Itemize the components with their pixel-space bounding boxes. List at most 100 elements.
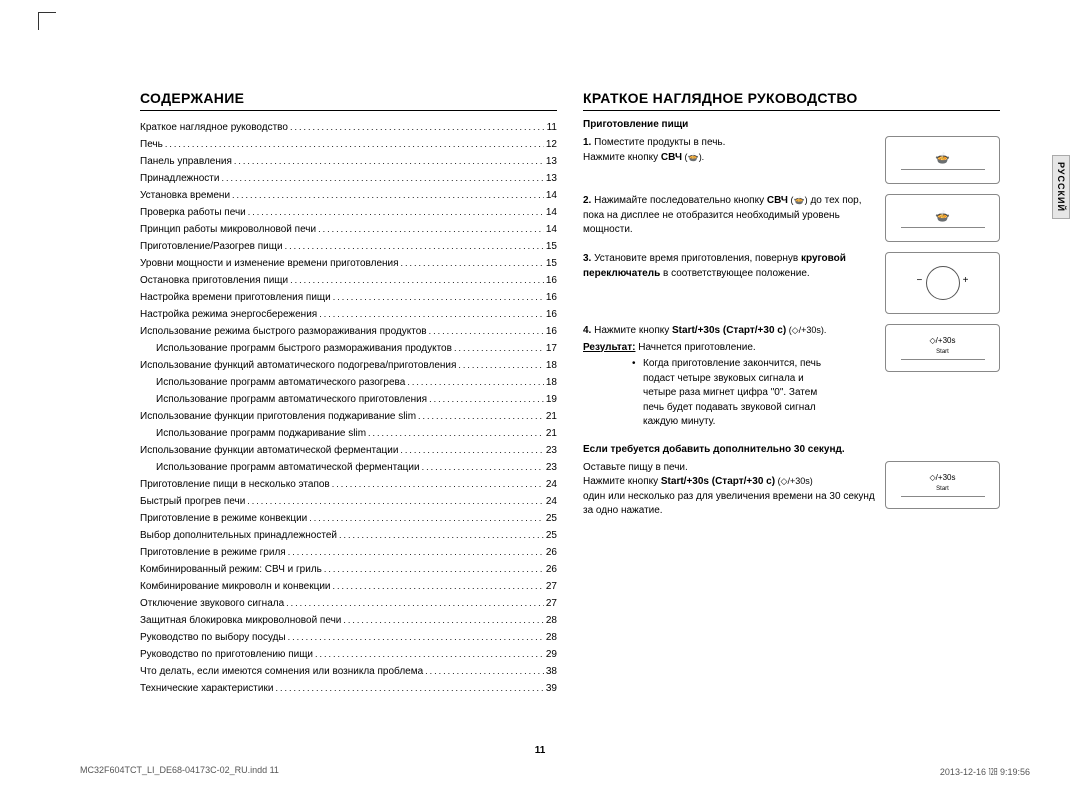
button-illustration: ◇/+30s Start [885, 461, 1000, 509]
toc-label: Проверка работы печи [140, 204, 246, 221]
toc-item: Проверка работы печи14 [140, 204, 557, 221]
toc-label: Отключение звукового сигнала [140, 595, 284, 612]
toc-label: Краткое наглядное руководство [140, 119, 288, 136]
toc-dots [288, 544, 544, 561]
toc-label: Панель управления [140, 153, 232, 170]
toc-item: Отключение звукового сигнала 27 [140, 595, 557, 612]
microwave-icon: 🍲 [935, 209, 950, 223]
toc-label: Приготовление в режиме гриля [140, 544, 286, 561]
footer-file: MC32F604TCT_LI_DE68-04173C-02_RU.indd 11 [80, 765, 279, 778]
start-label: Start [936, 349, 949, 355]
toc-page: 27 [546, 578, 557, 595]
microwave-icon: (🍲) [788, 195, 808, 205]
toc-label: Использование программ автоматического п… [156, 391, 427, 408]
toc-item: Использование программ автоматического п… [140, 391, 557, 408]
toc-item: Печь12 [140, 136, 557, 153]
toc-page: 28 [546, 612, 557, 629]
toc-dots [232, 187, 544, 204]
add30-block: Оставьте пищу в печи. Нажмите кнопку Sta… [583, 461, 1000, 519]
start-icon: ◇/+30s [930, 336, 956, 345]
toc-page: 39 [546, 680, 557, 697]
toc-dots [324, 561, 544, 578]
step-text-bold: Start/+30s (Старт/+30 с) [661, 476, 775, 487]
step-text: один или несколько раз для увеличения вр… [583, 491, 875, 517]
toc-label: Что делать, если имеются сомнения или во… [140, 663, 423, 680]
toc-page: 23 [546, 442, 557, 459]
toc-item: Остановка приготовления пищи 16 [140, 272, 557, 289]
toc-dots [165, 136, 544, 153]
guide-heading: КРАТКОЕ НАГЛЯДНОЕ РУКОВОДСТВО [583, 90, 1000, 111]
toc-column: СОДЕРЖАНИЕ Краткое наглядное руководство… [140, 90, 557, 697]
toc-item: Технические характеристики 39 [140, 680, 557, 697]
toc-dots [454, 340, 544, 357]
guide-subheading-cooking: Приготовление пищи [583, 119, 1000, 130]
toc-item: Руководство по приготовлению пищи29 [140, 646, 557, 663]
toc-item: Краткое наглядное руководство11 [140, 119, 557, 136]
toc-page: 15 [546, 255, 557, 272]
toc-label: Приготовление пищи в несколько этапов [140, 476, 330, 493]
toc-label: Использование программ автоматической фе… [156, 459, 420, 476]
button-illustration: 🍲 [885, 136, 1000, 184]
toc-page: 25 [546, 510, 557, 527]
toc-item: Что делать, если имеются сомнения или во… [140, 663, 557, 680]
toc-dots [290, 119, 545, 136]
toc-label: Быстрый прогрев печи [140, 493, 245, 510]
toc-page: 15 [546, 238, 557, 255]
toc-item: Использование программ автоматической фе… [140, 459, 557, 476]
toc-page: 26 [546, 561, 557, 578]
toc-page: 13 [546, 153, 557, 170]
toc-page: 29 [546, 646, 557, 663]
step-2: 2. Нажимайте последовательно кнопку СВЧ … [583, 194, 1000, 242]
toc-label: Использование функции автоматической фер… [140, 442, 398, 459]
toc-dots [429, 323, 544, 340]
toc-dots [429, 391, 544, 408]
step-text: Нажмите кнопку [583, 152, 661, 163]
toc-label: Комбинированный режим: СВЧ и гриль [140, 561, 322, 578]
toc-item: Защитная блокировка микроволновой печи28 [140, 612, 557, 629]
toc-dots [339, 527, 544, 544]
toc-dots [368, 425, 544, 442]
toc-label: Комбинирование микроволн и конвекции [140, 578, 331, 595]
toc-label: Настройка времени приготовления пищи [140, 289, 331, 306]
start-icon: (◇/+30s) [775, 476, 813, 486]
toc-page: 16 [546, 272, 557, 289]
toc-item: Использование режима быстрого разморажив… [140, 323, 557, 340]
toc-page: 21 [546, 425, 557, 442]
toc-page: 27 [546, 595, 557, 612]
toc-dots [333, 289, 544, 306]
guide-subheading-add30: Если требуется добавить дополнительно 30… [583, 444, 1000, 455]
toc-page: 18 [546, 357, 557, 374]
toc-item: Приготовление/Разогрев пищи 15 [140, 238, 557, 255]
toc-item: Уровни мощности и изменение времени приг… [140, 255, 557, 272]
toc-page: 14 [546, 221, 557, 238]
toc-page: 21 [546, 408, 557, 425]
button-line [901, 359, 985, 360]
guide-column: КРАТКОЕ НАГЛЯДНОЕ РУКОВОДСТВО Приготовле… [583, 90, 1000, 697]
toc-item: Использование программ быстрого размораж… [140, 340, 557, 357]
toc-dots [343, 612, 543, 629]
toc-dots [221, 170, 543, 187]
step-text: Поместите продукты в печь. [594, 137, 725, 148]
step-number: 3. [583, 253, 591, 264]
toc-item: Выбор дополнительных принадлежностей25 [140, 527, 557, 544]
step-text-bold: Start/+30s (Старт/+30 с) [672, 325, 786, 336]
start-label: Start [936, 486, 949, 492]
toc-item: Принадлежности13 [140, 170, 557, 187]
toc-dots [407, 374, 544, 391]
button-illustration: 🍲 [885, 194, 1000, 242]
toc-label: Остановка приготовления пищи [140, 272, 288, 289]
toc-page: 16 [546, 306, 557, 323]
print-footer: MC32F604TCT_LI_DE68-04173C-02_RU.indd 11… [80, 765, 1030, 778]
toc-page: 25 [546, 527, 557, 544]
toc-page: 13 [546, 170, 557, 187]
step-1: 1. Поместите продукты в печь. Нажмите кн… [583, 136, 1000, 184]
toc-label: Использование программ быстрого размораж… [156, 340, 452, 357]
toc-label: Технические характеристики [140, 680, 273, 697]
toc-dots [275, 680, 543, 697]
toc-label: Настройка режима энергосбережения [140, 306, 317, 323]
step-text: в соответствующее положение. [660, 268, 809, 279]
toc-page: 38 [546, 663, 557, 680]
step-text: Нажмите кнопку [583, 476, 661, 487]
toc-label: Приготовление/Разогрев пищи [140, 238, 283, 255]
toc-dots [288, 629, 544, 646]
